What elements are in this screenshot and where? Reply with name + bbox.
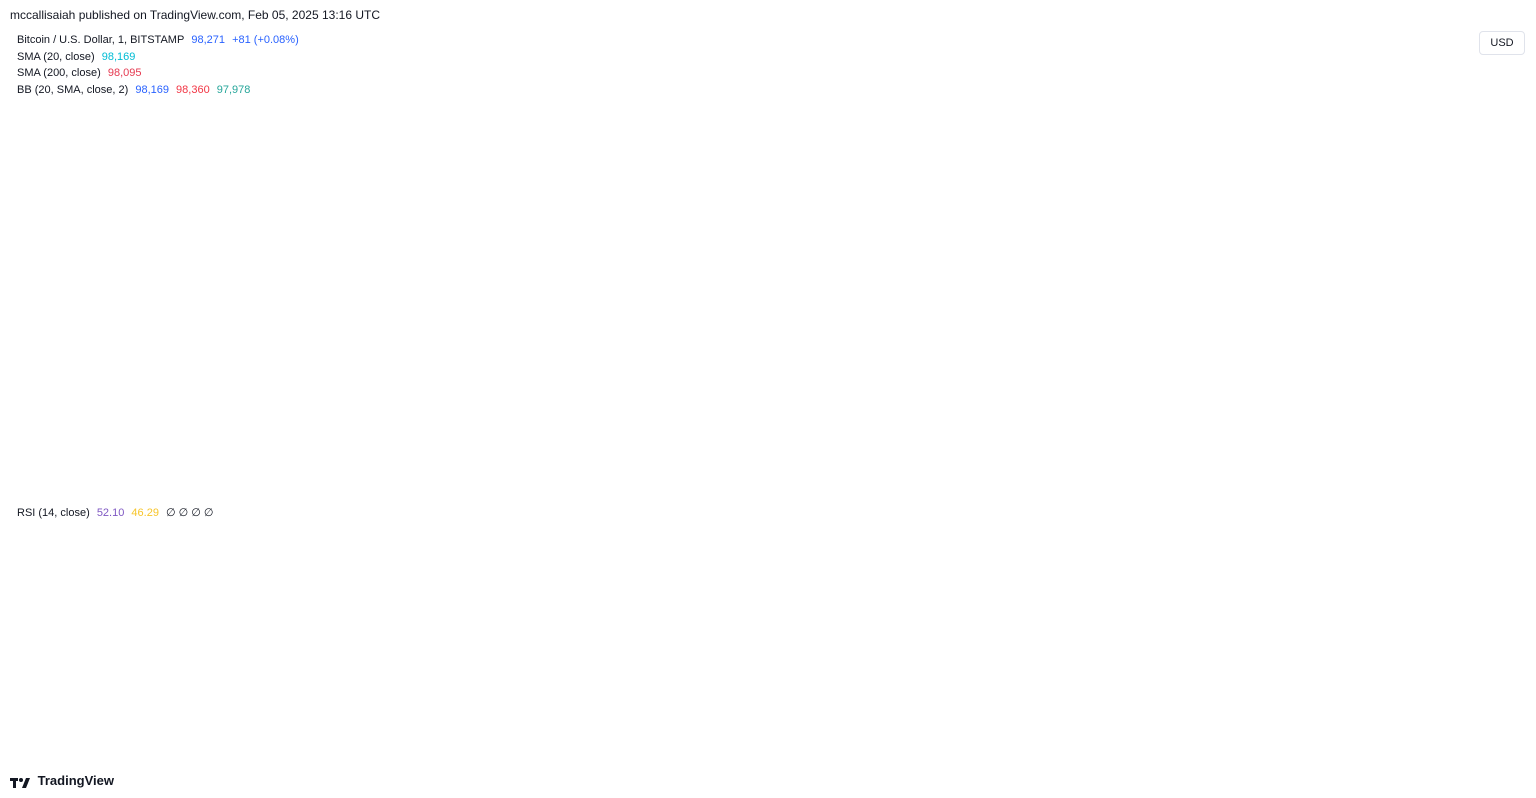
legend-sma200-value: 98,095 bbox=[107, 67, 142, 79]
sma20-line bbox=[9, 117, 1458, 396]
rsi-y-tick-label: 70.00 bbox=[1484, 544, 1514, 558]
price-y-tick-label: 97,800 bbox=[1484, 299, 1521, 313]
rsi-y-tick-label: 50.00 bbox=[1484, 613, 1514, 627]
x-tick-label: 08:00 bbox=[796, 745, 826, 759]
legend-rsi-value: 52.10 bbox=[96, 507, 125, 519]
price-y-tick-label: 97,000 bbox=[1484, 485, 1521, 499]
x-tick-label: 06:00 bbox=[548, 745, 578, 759]
magic-icon[interactable] bbox=[1442, 475, 1462, 495]
legend-bb-upper: 98,360 bbox=[176, 84, 210, 96]
price-line bbox=[9, 95, 1464, 450]
legend-sma20-label: SMA (20, close) bbox=[17, 51, 95, 63]
price-y-tick-label: 98,000 bbox=[1484, 252, 1521, 266]
rsi-y-tick-label: 40.00 bbox=[1484, 647, 1514, 661]
legend-symbol: Bitcoin / U.S. Dollar, 1, BITSTAMP 98,27… bbox=[17, 34, 303, 46]
legend-symbol-price: 98,271 bbox=[191, 34, 226, 46]
x-tick-label: 03:00 bbox=[175, 745, 205, 759]
legend-sma20-value: 98,169 bbox=[101, 51, 136, 63]
legend-bb-label: BB (20, SMA, close, 2) bbox=[17, 84, 129, 96]
rsi-y-tick-label: 60.00 bbox=[1484, 579, 1514, 593]
x-tick-label: 13:00 bbox=[1418, 745, 1448, 759]
legend-bb-basis: 98,169 bbox=[135, 84, 169, 96]
legend-symbol-name: Bitcoin / U.S. Dollar, 1, BITSTAMP bbox=[17, 34, 185, 46]
x-tick-label: 11:00 bbox=[1170, 745, 1199, 759]
price-y-tick-label: 97,400 bbox=[1484, 392, 1521, 406]
price-pane[interactable] bbox=[9, 60, 1470, 492]
axes: 02:00 03:00 04:00 05:00 06:00 07:00 08:00 09:00… bbox=[0, 25, 1536, 766]
rsi-y-tick-label: 30.00 bbox=[1484, 682, 1514, 696]
tradingview-brand: TradingView bbox=[37, 773, 114, 788]
tradingview-logo-icon bbox=[10, 777, 30, 788]
rsi-y-tick-label: 20.00 bbox=[1484, 716, 1514, 730]
legend-sma200: SMA (200, close) 98,095 bbox=[17, 67, 145, 79]
sma200-line bbox=[9, 235, 1465, 329]
bb-lower-line bbox=[9, 212, 1458, 458]
rsi-line bbox=[9, 533, 1465, 707]
last-price-label: 98,271 bbox=[1483, 191, 1517, 203]
legend-rsi-extra: ∅ ∅ ∅ ∅ bbox=[166, 507, 214, 519]
price-y-tick-label: 98,200 bbox=[1484, 206, 1521, 220]
legend-rsi-label: RSI (14, close) bbox=[17, 507, 90, 519]
publisher-header: mccallisaiah published on TradingView.co… bbox=[10, 8, 380, 22]
price-area bbox=[10, 96, 1464, 492]
rsi-ma-line bbox=[9, 550, 1465, 680]
price-y-tick-label: 98,600 bbox=[1484, 113, 1521, 127]
price-y-tick-label: 97,200 bbox=[1484, 438, 1521, 452]
price-y-tick-label: 97,600 bbox=[1484, 345, 1521, 359]
x-tick-label: 09:00 bbox=[921, 745, 951, 759]
legend-symbol-change: +81 (+0.08%) bbox=[232, 34, 299, 46]
x-tick-label: 04:00 bbox=[299, 745, 329, 759]
x-tick-label: 07:00 bbox=[672, 745, 702, 759]
x-tick-label: 12:00 bbox=[1293, 745, 1323, 759]
x-tick-label: 05:00 bbox=[424, 745, 454, 759]
last-price-badge bbox=[1478, 187, 1524, 206]
legend-bb: BB (20, SMA, close, 2) 98,169 98,360 97,… bbox=[17, 84, 254, 96]
tradingview-footer[interactable]: TradingView bbox=[10, 773, 114, 788]
price-y-tick-label: 98,400 bbox=[1484, 159, 1521, 173]
legend-rsi: RSI (14, close) 52.10 46.29 ∅ ∅ ∅ ∅ bbox=[17, 506, 218, 519]
rsi-band bbox=[10, 551, 1470, 689]
legend-sma20: SMA (20, close) 98,169 bbox=[17, 51, 139, 63]
legend-sma200-label: SMA (200, close) bbox=[17, 67, 101, 79]
legend-rsi-ma: 46.29 bbox=[131, 507, 159, 519]
last-price-dot bbox=[1460, 193, 1467, 200]
x-tick-label: 10:00 bbox=[1045, 745, 1075, 759]
legend-bb-lower: 97,978 bbox=[216, 84, 251, 96]
price-y-tick-label: 98,800 bbox=[1484, 66, 1521, 80]
bb-upper-line bbox=[9, 60, 1458, 342]
rsi-y-tick-label: 80.00 bbox=[1484, 510, 1514, 524]
bb-band-fill bbox=[10, 61, 1458, 458]
currency-button[interactable]: USD bbox=[1479, 31, 1525, 55]
rsi-pane[interactable] bbox=[9, 533, 1470, 707]
x-tick-label: 02:00 bbox=[51, 745, 81, 759]
